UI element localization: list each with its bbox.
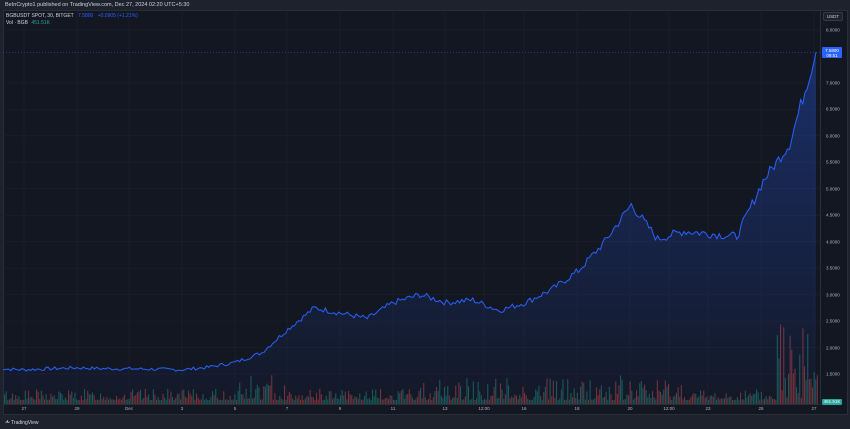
x-tick-label: 12:00 — [663, 406, 675, 411]
x-tick-label: 20 — [627, 406, 633, 411]
y-tick-label: 5.5000 — [826, 159, 840, 165]
volume-row: Vol · BGB 451.51K — [6, 20, 138, 27]
price-axis[interactable] — [820, 10, 848, 404]
x-tick-label: 18 — [574, 406, 580, 411]
tradingview-brand[interactable]: ⩪ TradingView — [5, 419, 39, 427]
volume-value: 451.51K — [31, 20, 50, 26]
time-axis[interactable] — [3, 404, 820, 415]
x-tick-label: 25 — [758, 406, 764, 411]
currency-selector[interactable]: USDT — [823, 12, 843, 21]
y-tick-label: 8.0000 — [826, 27, 840, 33]
chart-plot-area[interactable] — [3, 10, 820, 404]
x-tick-label: 3 — [180, 406, 184, 411]
tradingview-logo-icon: ⩪ — [5, 420, 10, 426]
y-tick-label: 3.5000 — [826, 265, 840, 271]
x-tick-label: 27 — [21, 406, 27, 411]
symbol-name[interactable]: BGBUSDT SPOT, 30, BITGET — [6, 13, 74, 19]
y-tick-label: 3.0000 — [826, 292, 840, 298]
brand-name: TradingView — [11, 419, 39, 426]
x-tick-label: 9 — [338, 406, 342, 411]
x-tick-label: 27 — [811, 406, 817, 411]
y-tick-label: 2.0000 — [826, 345, 840, 351]
last-price-label: 7.5800 09:51 — [822, 47, 842, 58]
x-tick-label: 13 — [442, 406, 448, 411]
footer-bar: ⩪ TradingView — [0, 416, 850, 429]
volume-axis-label: 451.51K — [822, 399, 842, 405]
y-tick-label: 1.5000 — [826, 371, 840, 377]
price-line — [3, 52, 817, 372]
y-tick-label: 5.0000 — [826, 186, 840, 192]
price-area-fill — [3, 52, 816, 404]
x-tick-label: 7 — [285, 406, 289, 411]
price-chart — [3, 10, 820, 404]
x-tick-label: 29 — [74, 406, 80, 411]
header-bar: BeInCrypto1 published on TradingView.com… — [0, 0, 850, 10]
bar-countdown: 09:51 — [826, 52, 838, 58]
y-tick-label: 4.0000 — [826, 239, 840, 245]
y-tick-label: 6.0000 — [826, 133, 840, 139]
chart-legend: BGBUSDT SPOT, 30, BITGET 7.5800 +0.0905 … — [6, 13, 138, 27]
x-tick-label: 11 — [390, 406, 396, 411]
published-info: BeInCrypto1 published on TradingView.com… — [5, 2, 190, 8]
grid-lines — [3, 10, 820, 404]
symbol-row: BGBUSDT SPOT, 30, BITGET 7.5800 +0.0905 … — [6, 13, 138, 20]
y-tick-label: 6.5000 — [826, 106, 840, 112]
y-tick-label: 7.0000 — [826, 80, 840, 86]
last-price: 7.5800 — [78, 13, 94, 19]
y-tick-label: 4.5000 — [826, 212, 840, 218]
x-tick-label: 5 — [233, 406, 237, 411]
price-change: +0.0905 (+1.21%) — [97, 13, 138, 19]
x-tick-label: 23 — [705, 406, 711, 411]
x-tick-label: 12:00 — [478, 406, 490, 411]
volume-indicator-name[interactable]: Vol · BGB — [6, 20, 28, 26]
x-tick-label: 16 — [521, 406, 527, 411]
price-label-value: 7.5800 — [825, 47, 839, 53]
x-tick-label: Dec — [124, 406, 134, 411]
y-tick-label: 2.5000 — [826, 318, 840, 324]
